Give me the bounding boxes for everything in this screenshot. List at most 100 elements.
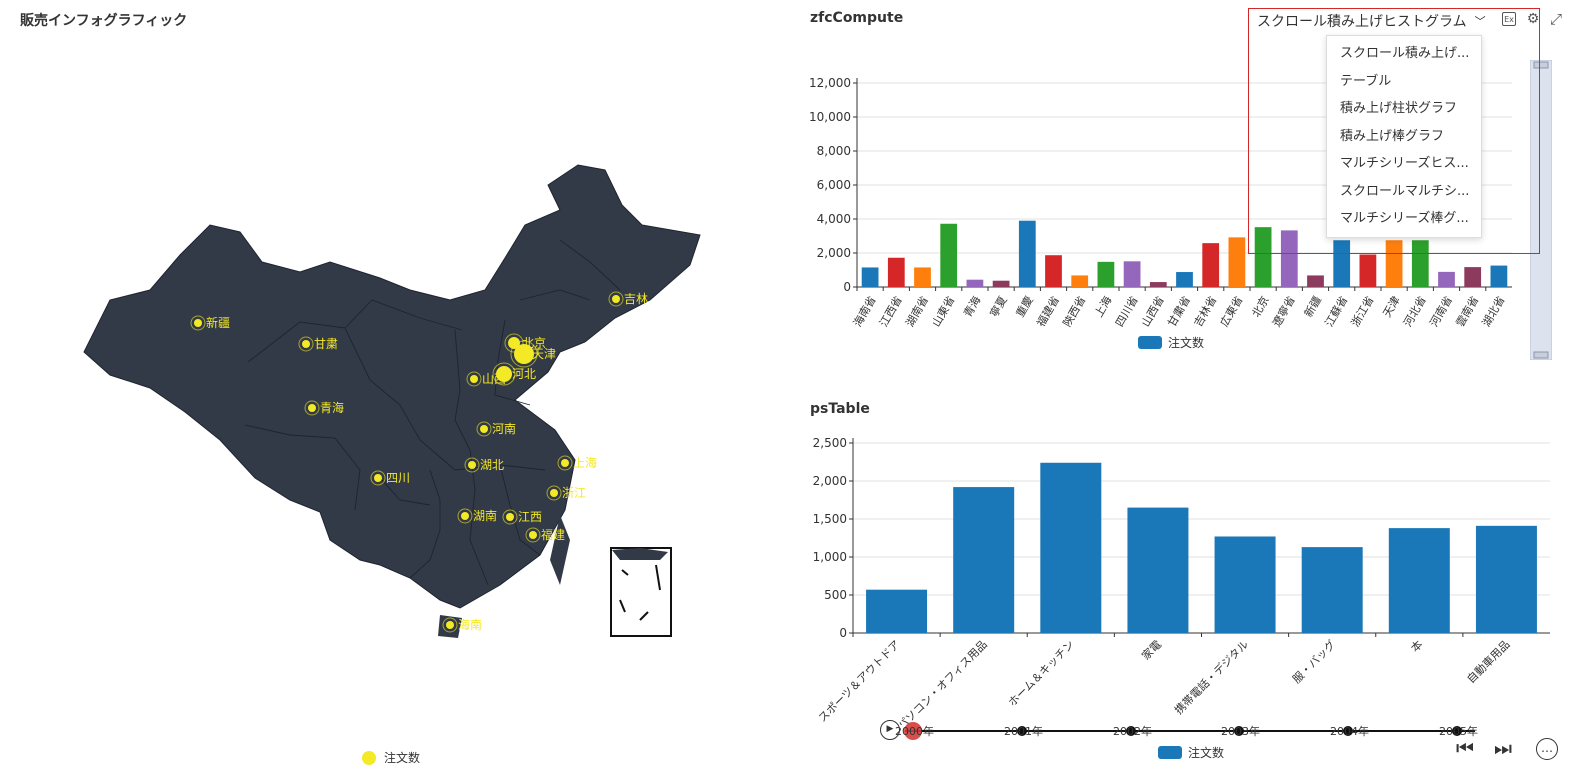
bar[interactable]	[1040, 462, 1102, 633]
x-tick-label: 自動車用品	[1464, 637, 1513, 686]
bar[interactable]	[1280, 230, 1298, 287]
bar[interactable]	[1464, 267, 1482, 287]
x-tick-label: 寧夏	[987, 294, 1010, 320]
bar[interactable]	[940, 223, 958, 287]
marker-dot	[506, 513, 514, 521]
timeline-dot[interactable]	[1343, 726, 1353, 736]
city-marker[interactable]: 河北	[492, 362, 536, 386]
dropdown-item[interactable]: 積み上げ柱状グラフ	[1340, 101, 1458, 116]
city-label: 江西	[518, 510, 542, 524]
timeline-dot[interactable]	[1126, 726, 1136, 736]
play-icon[interactable]: ▶	[880, 720, 900, 740]
map-legend[interactable]: 注文数	[362, 749, 420, 766]
bar[interactable]	[861, 267, 879, 287]
chart-type-select[interactable]: スクロール積み上げヒストグラム ﹀	[1257, 11, 1486, 31]
bar[interactable]	[914, 267, 931, 287]
bar[interactable]	[1333, 240, 1351, 287]
marker-ripple	[466, 371, 482, 387]
x-tick-label: 服・バッグ	[1290, 637, 1339, 686]
timeline-year-label[interactable]: 2005年	[1439, 725, 1478, 738]
timeline-year-label[interactable]: 2001年	[1004, 725, 1043, 738]
city-marker[interactable]: 甘粛	[298, 336, 338, 352]
legend-dot-icon	[362, 750, 376, 765]
more-icon[interactable]: …	[1536, 738, 1558, 760]
timeline-year-label[interactable]: 2002年	[1113, 725, 1152, 738]
dropdown-item[interactable]: 積み上げ棒グラフ	[1340, 128, 1445, 144]
timeline-dot[interactable]	[1452, 726, 1462, 736]
china-mainland[interactable]	[83, 164, 701, 609]
city-marker[interactable]: 福建	[525, 527, 565, 543]
bar[interactable]	[1127, 507, 1189, 633]
bar[interactable]	[1385, 240, 1403, 287]
timeline-dot[interactable]	[1017, 726, 1027, 736]
bar[interactable]	[1149, 282, 1167, 287]
bar[interactable]	[1438, 271, 1455, 287]
south-china-sea-inset	[610, 547, 672, 637]
city-marker[interactable]: 湖南	[457, 508, 497, 524]
timeline[interactable]: ▶ 2000年 2001年 2002年 2003年 2004年 2005年	[875, 715, 1495, 745]
bar[interactable]	[887, 257, 905, 287]
bar[interactable]	[1097, 261, 1115, 287]
bar[interactable]	[1214, 536, 1276, 633]
bar[interactable]	[1388, 528, 1450, 633]
city-marker[interactable]: 新疆	[190, 315, 230, 331]
city-marker[interactable]: 江西	[502, 509, 542, 525]
city-marker[interactable]: 海南	[442, 617, 482, 633]
bar[interactable]	[1123, 261, 1141, 287]
dropdown-item[interactable]: マルチシリーズ棒グ...	[1340, 211, 1469, 226]
zfc-legend[interactable]: 注文数	[1138, 334, 1204, 351]
dropdown-item[interactable]: スクロールマルチシ...	[1340, 183, 1470, 199]
city-marker[interactable]: 天津	[510, 340, 556, 368]
bar[interactable]	[1018, 220, 1036, 287]
bar[interactable]	[1475, 525, 1537, 633]
dropdown-item[interactable]: マルチシリーズヒス...	[1340, 156, 1469, 171]
chart-type-select-value: スクロール積み上げヒストグラム	[1257, 14, 1467, 30]
x-tick-label: 江蘇省	[1323, 294, 1351, 329]
y-tick-label: 2,500	[813, 436, 847, 450]
bar[interactable]	[1411, 240, 1429, 287]
marker-ripple	[370, 470, 386, 486]
bar[interactable]	[992, 280, 1010, 287]
ps-bar-chart[interactable]: 0 500 1,000 1,500 2,000 2,500 スポーツ＆アウトドアパソコン・オ…	[800, 425, 1560, 725]
bar[interactable]	[1301, 547, 1363, 633]
excel-export-icon[interactable]: Ex	[1502, 12, 1516, 26]
next-icon[interactable]: ⏭	[1494, 736, 1512, 760]
bar[interactable]	[953, 487, 1015, 633]
zfc-bar-chart[interactable]: 02,0004,0006,0008,00010,00012,000海南省江西省湖…	[800, 40, 1520, 340]
zfc-title: zfcCompute	[810, 10, 904, 26]
x-tick-label: 家電	[1139, 637, 1164, 662]
timeline-year-label[interactable]: 2003年	[1221, 725, 1260, 738]
city-marker[interactable]: 青海	[304, 400, 344, 416]
bar[interactable]	[1254, 227, 1272, 287]
bar[interactable]	[1176, 272, 1193, 287]
timeline-year-label[interactable]: 2000年	[895, 725, 934, 738]
bar[interactable]	[1359, 254, 1377, 287]
dropdown-item[interactable]: テーブル	[1340, 73, 1392, 89]
dropdown-item[interactable]: スクロール積み上げ...	[1340, 46, 1470, 61]
bar[interactable]	[1071, 275, 1089, 287]
marker-dot	[480, 425, 488, 433]
bar[interactable]	[966, 279, 984, 287]
ps-legend[interactable]: 注文数	[1158, 744, 1224, 761]
city-marker[interactable]: 浙江	[546, 485, 586, 501]
bar[interactable]	[1307, 275, 1324, 287]
y-tick-label: 1,500	[813, 512, 847, 526]
city-marker[interactable]: 河南	[476, 421, 516, 437]
timeline-dot[interactable]	[1234, 726, 1244, 736]
bar[interactable]	[1490, 265, 1508, 287]
previous-icon[interactable]: ⏮	[1456, 736, 1474, 760]
timeline-current-handle[interactable]	[904, 722, 922, 740]
timeline-year-label[interactable]: 2004年	[1330, 725, 1369, 738]
city-marker[interactable]: 山西	[466, 371, 506, 387]
bar[interactable]	[1202, 243, 1220, 287]
bar[interactable]	[1045, 255, 1062, 287]
bar[interactable]	[866, 589, 928, 633]
city-marker[interactable]: 吉林	[608, 291, 648, 307]
city-marker[interactable]: 四川	[370, 470, 410, 486]
bar[interactable]	[1228, 237, 1246, 287]
city-marker[interactable]: 湖北	[464, 457, 504, 473]
gear-icon[interactable]: ⚙	[1526, 11, 1540, 27]
fullscreen-icon[interactable]: ⤢	[1549, 10, 1562, 28]
city-marker[interactable]: 上海	[557, 455, 597, 471]
